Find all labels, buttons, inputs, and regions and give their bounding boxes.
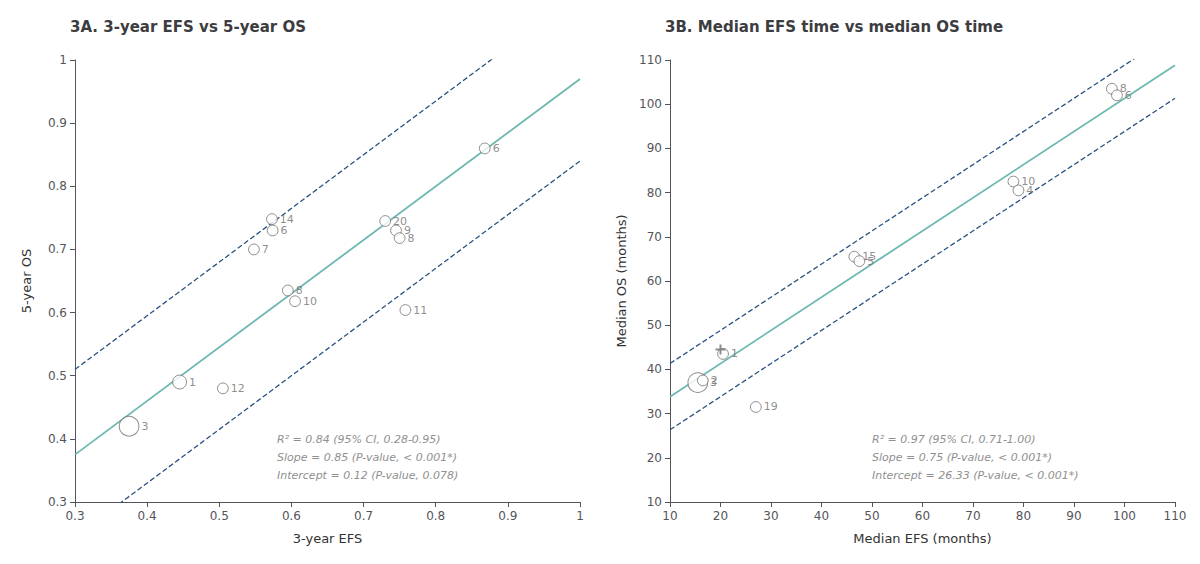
svg-text:3: 3 bbox=[141, 420, 148, 433]
svg-text:90: 90 bbox=[1066, 509, 1081, 523]
svg-text:0.3: 0.3 bbox=[48, 495, 67, 509]
svg-text:110: 110 bbox=[639, 53, 662, 67]
svg-text:Intercept = 26.33 (P-value, <: Intercept = 26.33 (P-value, < 0.001*) bbox=[872, 469, 1078, 482]
svg-text:Median OS (months): Median OS (months) bbox=[614, 214, 629, 347]
svg-text:0.5: 0.5 bbox=[48, 369, 67, 383]
svg-text:0.7: 0.7 bbox=[354, 509, 373, 523]
svg-text:100: 100 bbox=[1113, 509, 1136, 523]
svg-text:1: 1 bbox=[576, 509, 584, 523]
svg-text:50: 50 bbox=[864, 509, 879, 523]
svg-text:60: 60 bbox=[915, 509, 930, 523]
svg-text:4: 4 bbox=[1026, 184, 1033, 197]
svg-text:6: 6 bbox=[281, 224, 288, 237]
svg-text:0.8: 0.8 bbox=[48, 179, 67, 193]
svg-text:50: 50 bbox=[647, 318, 662, 332]
svg-text:3-year EFS: 3-year EFS bbox=[293, 531, 363, 546]
svg-text:R² = 0.84 (95% CI, 0.28-0.95): R² = 0.84 (95% CI, 0.28-0.95) bbox=[277, 433, 441, 446]
svg-text:6: 6 bbox=[1125, 89, 1132, 102]
svg-text:0.9: 0.9 bbox=[48, 116, 67, 130]
svg-text:10: 10 bbox=[1021, 175, 1036, 189]
svg-text:8: 8 bbox=[296, 284, 303, 297]
svg-text:1: 1 bbox=[189, 376, 196, 389]
svg-text:20: 20 bbox=[647, 451, 662, 465]
svg-text:20: 20 bbox=[393, 214, 408, 228]
svg-text:0.5: 0.5 bbox=[210, 509, 229, 523]
svg-text:70: 70 bbox=[965, 509, 980, 523]
svg-text:0.4: 0.4 bbox=[138, 509, 157, 523]
svg-text:11: 11 bbox=[413, 304, 427, 317]
svg-text:40: 40 bbox=[647, 362, 662, 376]
svg-text:80: 80 bbox=[1016, 509, 1031, 523]
svg-text:19: 19 bbox=[764, 400, 778, 413]
svg-text:3A. 3-year EFS vs 5-year OS: 3A. 3-year EFS vs 5-year OS bbox=[70, 18, 306, 36]
svg-text:2: 2 bbox=[711, 374, 718, 387]
svg-text:0.7: 0.7 bbox=[48, 242, 67, 256]
svg-text:10: 10 bbox=[662, 509, 677, 523]
svg-text:100: 100 bbox=[639, 97, 662, 111]
svg-text:0.9: 0.9 bbox=[498, 509, 517, 523]
svg-text:30: 30 bbox=[763, 509, 778, 523]
svg-text:90: 90 bbox=[647, 141, 662, 155]
svg-text:30: 30 bbox=[647, 407, 662, 421]
svg-text:6: 6 bbox=[493, 142, 500, 155]
svg-text:70: 70 bbox=[647, 230, 662, 244]
svg-text:Median EFS (months): Median EFS (months) bbox=[853, 531, 991, 546]
svg-text:Slope = 0.85 (P-value, < 0.001: Slope = 0.85 (P-value, < 0.001*) bbox=[277, 451, 457, 464]
svg-text:20: 20 bbox=[713, 509, 728, 523]
svg-text:Intercept = 0.12 (P-value, 0.0: Intercept = 0.12 (P-value, 0.078) bbox=[277, 469, 458, 482]
svg-text:8: 8 bbox=[408, 232, 415, 245]
svg-text:10: 10 bbox=[647, 495, 662, 509]
svg-text:Slope = 0.75 (P-value, < 0.001: Slope = 0.75 (P-value, < 0.001*) bbox=[872, 451, 1052, 464]
svg-text:0.8: 0.8 bbox=[426, 509, 445, 523]
svg-text:60: 60 bbox=[647, 274, 662, 288]
svg-text:5-year OS: 5-year OS bbox=[19, 249, 34, 313]
svg-text:R² = 0.97 (95% CI, 0.71-1.00): R² = 0.97 (95% CI, 0.71-1.00) bbox=[872, 433, 1036, 446]
svg-text:80: 80 bbox=[647, 186, 662, 200]
svg-text:40: 40 bbox=[814, 509, 829, 523]
svg-text:0.3: 0.3 bbox=[65, 509, 84, 523]
svg-text:0.6: 0.6 bbox=[282, 509, 301, 523]
svg-text:10: 10 bbox=[303, 295, 317, 308]
svg-text:9: 9 bbox=[403, 224, 411, 237]
svg-text:14: 14 bbox=[279, 212, 294, 226]
svg-text:0.4: 0.4 bbox=[48, 432, 67, 446]
svg-text:3B. Median EFS time vs median: 3B. Median EFS time vs median OS time bbox=[665, 18, 1003, 36]
svg-text:12: 12 bbox=[231, 382, 245, 395]
svg-text:1: 1 bbox=[731, 347, 738, 360]
svg-text:110: 110 bbox=[1164, 509, 1187, 523]
svg-text:8: 8 bbox=[1119, 82, 1127, 96]
svg-text:7: 7 bbox=[262, 243, 269, 256]
svg-text:1: 1 bbox=[59, 53, 67, 67]
svg-text:0.6: 0.6 bbox=[48, 306, 67, 320]
svg-text:5: 5 bbox=[867, 255, 874, 268]
